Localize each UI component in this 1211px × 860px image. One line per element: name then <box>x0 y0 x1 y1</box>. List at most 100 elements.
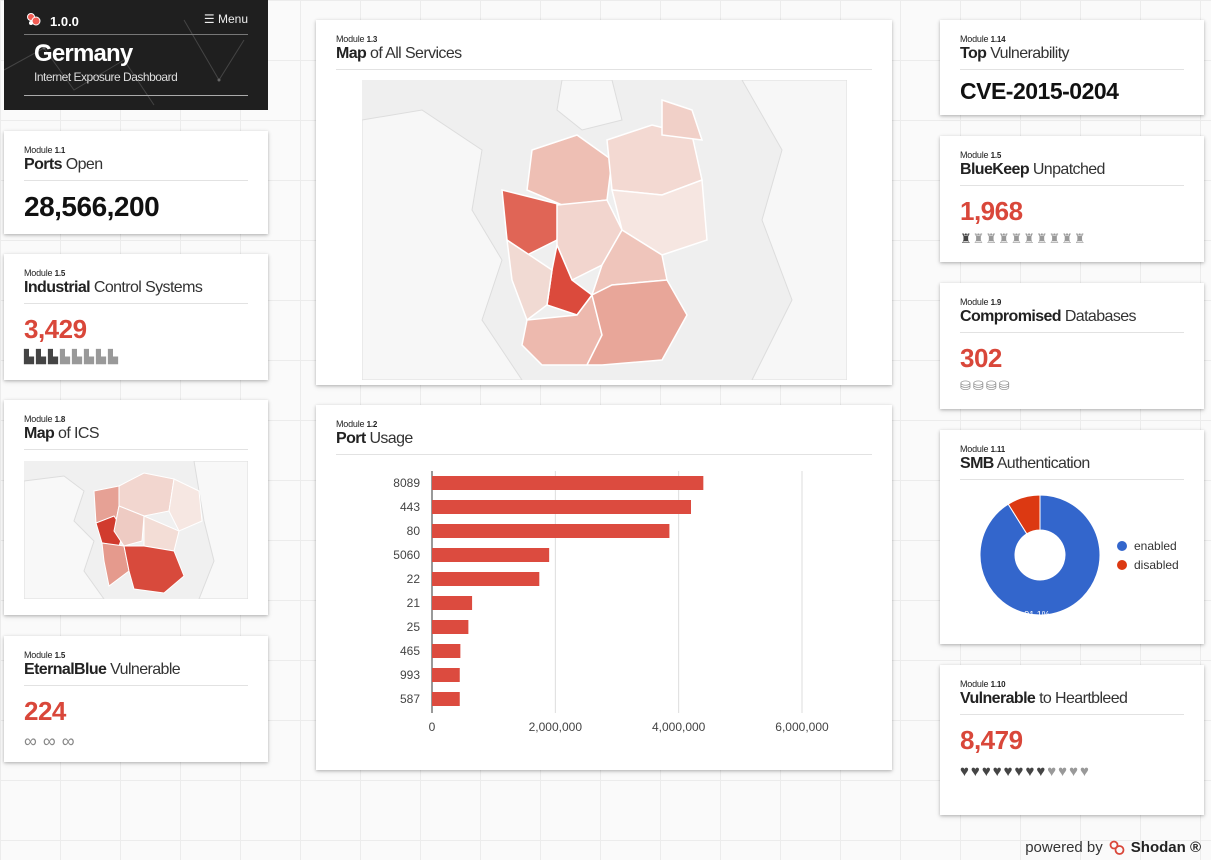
bar-port-5060[interactable] <box>432 548 550 562</box>
factory-icon-row: ▙▙▙▙▙▙▙▙ <box>24 349 248 365</box>
rook-icon: ♜ <box>985 231 998 246</box>
bar-port-443[interactable] <box>432 500 691 514</box>
module-label: Module 1.5 <box>960 150 1002 160</box>
ics-card: Module 1.5 Industrial Control Systems 3,… <box>4 254 268 380</box>
heartbleed-card: Module 1.10 Vulnerable to Heartbleed 8,4… <box>940 665 1204 815</box>
card-title: SMB Authentication <box>960 455 1184 480</box>
y-category-label: 587 <box>400 692 420 706</box>
bar-port-465[interactable] <box>432 644 461 658</box>
hamburger-icon: ☰ <box>203 12 215 26</box>
shodan-logo-icon[interactable] <box>26 12 42 28</box>
ics-map[interactable] <box>24 461 248 599</box>
heart-icon: ♥ <box>970 763 982 780</box>
factory-icon: ▙ <box>36 349 48 364</box>
card-title: EternalBlue Vulnerable <box>24 661 248 686</box>
slice-label: 91.1% <box>1024 609 1050 619</box>
powered-by-label: powered by <box>1025 839 1103 856</box>
card-title: Map of ICS <box>24 425 248 450</box>
x-tick-label: 2,000,000 <box>529 720 583 734</box>
bar-port-21[interactable] <box>432 596 473 610</box>
legend-label: enabled <box>1134 539 1177 553</box>
powered-by-footer[interactable]: powered by Shodan ® <box>1025 839 1201 856</box>
card-title: Vulnerable to Heartbleed <box>960 690 1184 715</box>
module-label: Module 1.5 <box>24 650 66 660</box>
country-title: Germany <box>34 40 133 67</box>
rook-icon: ♜ <box>960 231 973 246</box>
factory-icon: ▙ <box>96 349 108 364</box>
bar-port-22[interactable] <box>432 572 540 586</box>
y-category-label: 8089 <box>393 476 420 490</box>
heart-icon: ♥ <box>1047 763 1059 780</box>
bar-port-80[interactable] <box>432 524 670 538</box>
databases-value: 302 <box>960 343 1002 373</box>
port-usage-bar-chart[interactable]: 0 2,000,000 4,000,000 6,000,000 8089 443 80 506… <box>336 461 872 751</box>
bar-port-25[interactable] <box>432 620 469 634</box>
heart-icon: ♥ <box>981 763 993 780</box>
heart-icon: ♥ <box>960 763 971 780</box>
heartbleed-value: 8,479 <box>960 725 1023 755</box>
shodan-brand-icon <box>1109 840 1125 855</box>
services-map[interactable] <box>362 80 847 380</box>
card-title: Top Vulnerability <box>960 45 1184 70</box>
y-category-label: 21 <box>407 596 421 610</box>
ports-open-value: 28,566,200 <box>24 191 160 222</box>
database-icon: ⛁ <box>960 378 973 393</box>
smb-donut-chart[interactable]: 91.1% enabled disabled <box>950 480 1194 630</box>
header-decoration <box>4 19 245 106</box>
module-label: Module 1.5 <box>24 268 66 278</box>
x-tick-label: 6,000,000 <box>775 720 829 734</box>
smb-card: Module 1.11 SMB Authentication 91.1% enab… <box>940 430 1204 644</box>
rook-icon: ♜ <box>1061 231 1074 246</box>
heart-icon-row: ♥♥♥♥♥♥♥♥♥♥♥♥ <box>960 760 1160 784</box>
rook-icon: ♜ <box>1010 231 1024 246</box>
rook-icon: ♜ <box>972 231 986 246</box>
rook-icon: ♜ <box>1035 231 1049 246</box>
slice-enabled[interactable] <box>979 494 1101 616</box>
module-label: Module 1.2 <box>336 419 378 429</box>
header-divider-bottom <box>24 95 248 96</box>
ics-value: 3,429 <box>24 314 87 344</box>
bar-port-8089[interactable] <box>432 476 704 490</box>
dashboard-header: 1.0.0 ☰ Menu Germany Internet Exposure D… <box>4 0 268 110</box>
port-usage-card: Module 1.2 Port Usage 0 2,000,000 4,000,00… <box>316 405 892 770</box>
factory-icon: ▙ <box>108 349 120 364</box>
database-icon: ⛁ <box>972 378 986 393</box>
heart-icon: ♥ <box>1003 763 1015 780</box>
bar-port-993[interactable] <box>432 668 460 682</box>
infinity-icon: ∞ <box>24 731 43 751</box>
eternalblue-value: 224 <box>24 696 66 726</box>
top-vulnerability-value[interactable]: CVE-2015-0204 <box>960 78 1119 104</box>
legend-label: disabled <box>1134 558 1179 572</box>
module-label: Module 1.8 <box>24 414 66 424</box>
rook-icon: ♜ <box>1023 231 1036 246</box>
y-category-label: 465 <box>400 644 420 658</box>
module-label: Module 1.1 <box>24 145 66 155</box>
database-icon: ⛁ <box>985 378 999 393</box>
menu-label: Menu <box>217 12 248 26</box>
y-category-label: 25 <box>407 620 421 634</box>
heart-icon: ♥ <box>1079 763 1091 780</box>
infinity-icon: ∞ <box>42 731 62 751</box>
y-category-label: 993 <box>400 668 420 682</box>
rook-icon-row: ♜♜♜♜♜♜♜♜♜♜ <box>960 231 1184 247</box>
card-title: Map of All Services <box>336 45 872 70</box>
bar-port-587[interactable] <box>432 692 460 706</box>
infinity-icon: ∞ <box>61 731 81 751</box>
menu-button[interactable]: ☰ Menu <box>204 12 248 26</box>
heart-icon: ♥ <box>1025 763 1037 780</box>
card-title: Industrial Control Systems <box>24 279 248 304</box>
card-title: Compromised Databases <box>960 308 1184 333</box>
y-category-label: 5060 <box>393 548 420 562</box>
module-label: Module 1.11 <box>960 444 1005 454</box>
heart-icon: ♥ <box>1069 763 1080 780</box>
card-title: Port Usage <box>336 430 872 455</box>
database-icon: ⛁ <box>998 378 1012 393</box>
x-tick-label: 0 <box>429 720 436 734</box>
card-title: Ports Open <box>24 156 248 181</box>
module-label: Module 1.3 <box>336 34 378 44</box>
database-icon-row: ⛁⛁⛁⛁ <box>960 378 1184 394</box>
heart-icon: ♥ <box>1036 763 1048 780</box>
dashboard-subtitle: Internet Exposure Dashboard <box>34 70 178 84</box>
heart-icon: ♥ <box>1014 763 1026 780</box>
module-label: Module 1.9 <box>960 297 1002 307</box>
